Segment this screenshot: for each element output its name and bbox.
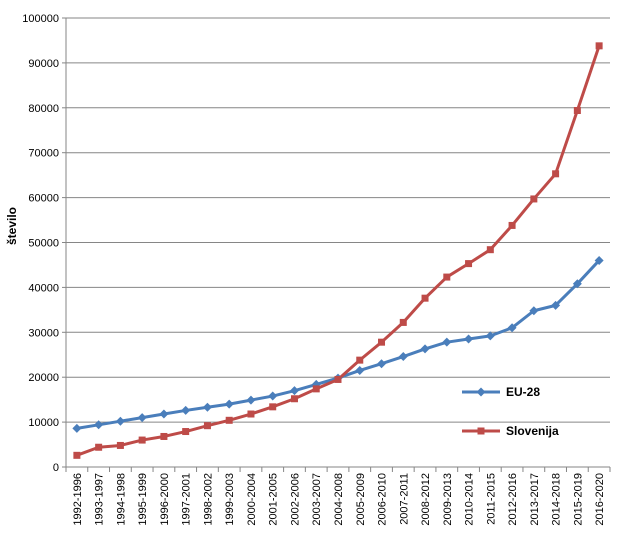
data-point — [378, 338, 386, 346]
data-point — [269, 403, 277, 411]
data-point — [442, 337, 452, 347]
data-point — [116, 441, 124, 449]
x-tick-label: 2005-2009 — [355, 473, 367, 526]
y-tick-label: 0 — [53, 462, 59, 474]
y-tick-label: 70000 — [28, 148, 59, 160]
data-point — [529, 306, 539, 316]
data-point — [225, 416, 233, 424]
series-line-eu-28 — [76, 259, 601, 430]
data-point — [377, 359, 387, 369]
data-point — [420, 344, 430, 354]
y-tick-labels: 0 10000 20000 30000 40000 50000 60000 70000 8000… — [22, 13, 66, 474]
data-point — [355, 365, 365, 375]
data-point — [399, 318, 407, 326]
x-tick-labels: 1992-1996 1993-1997 1994-1998 1995-1999 1996… — [65, 467, 611, 526]
y-tick-label: 10000 — [28, 417, 59, 429]
data-point — [594, 255, 604, 265]
data-point — [312, 385, 320, 393]
x-tick-label: 2003-2007 — [311, 473, 323, 526]
data-point — [552, 170, 560, 178]
data-point — [268, 391, 278, 401]
data-point — [443, 273, 451, 281]
data-point — [72, 423, 82, 433]
x-tick-label: 2004-2008 — [333, 473, 345, 526]
data-point — [247, 410, 255, 418]
x-tick-label: 2006-2010 — [377, 473, 389, 526]
data-point — [182, 428, 190, 436]
y-axis-title: število — [5, 207, 19, 245]
data-point — [334, 375, 342, 383]
y-tick-label: 80000 — [28, 103, 59, 115]
x-tick-label: 1994-1998 — [115, 473, 127, 526]
data-point — [224, 399, 234, 409]
x-tick-label: 2011-2015 — [485, 473, 497, 525]
data-point — [573, 106, 581, 114]
data-point — [138, 436, 146, 444]
x-tick-label: 1997-2001 — [181, 473, 193, 526]
x-tick-label: 1992-1996 — [72, 473, 84, 526]
legend-label: EU-28 — [506, 385, 540, 399]
data-point — [421, 294, 429, 302]
y-tick-label: 100000 — [22, 13, 59, 25]
data-point — [159, 409, 169, 419]
data-point — [115, 416, 125, 426]
x-tick-label: 2007-2011 — [398, 473, 410, 525]
data-point — [507, 323, 517, 333]
x-tick-label: 2015-2019 — [572, 473, 584, 526]
x-tick-label: 1995-1999 — [137, 473, 149, 526]
data-point — [485, 331, 495, 341]
data-point — [398, 352, 408, 362]
x-tick-label: 2014-2018 — [551, 473, 563, 526]
data-point — [137, 413, 147, 423]
data-point — [203, 422, 211, 430]
y-tick-label: 40000 — [28, 282, 59, 294]
data-point — [160, 432, 168, 440]
legend: EU-28 Slovenija — [462, 385, 559, 438]
legend-label: Slovenija — [506, 424, 559, 438]
legend-marker — [477, 427, 485, 435]
x-tick-label: 2001-2005 — [268, 473, 280, 526]
x-tick-label: 1999-2003 — [224, 473, 236, 526]
x-tick-label: 1993-1997 — [94, 473, 106, 526]
y-tick-label: 20000 — [28, 372, 59, 384]
data-point — [73, 451, 81, 459]
x-tick-label: 2002-2006 — [289, 473, 301, 526]
legend-marker — [476, 387, 486, 397]
y-tick-label: 90000 — [28, 58, 59, 70]
data-point — [465, 260, 473, 268]
x-tick-label: 2009-2013 — [442, 473, 454, 526]
data-point — [595, 42, 603, 50]
data-point — [551, 300, 561, 310]
data-point — [356, 356, 364, 364]
data-point — [95, 443, 103, 451]
x-tick-label: 2010-2014 — [464, 473, 476, 526]
data-point — [289, 386, 299, 396]
data-point — [486, 246, 494, 254]
data-point — [530, 195, 538, 203]
y-tick-label: 50000 — [28, 238, 59, 250]
x-tick-label: 2000-2004 — [246, 473, 258, 526]
x-tick-label: 1998-2002 — [202, 473, 214, 526]
data-point — [246, 395, 256, 405]
x-tick-label: 2016-2020 — [594, 473, 606, 526]
x-tick-label: 2008-2012 — [420, 473, 432, 526]
data-point — [202, 402, 212, 412]
data-point — [290, 395, 298, 403]
data-point — [572, 279, 582, 289]
x-tick-label: 2013-2017 — [529, 473, 541, 526]
y-tick-label: 60000 — [28, 193, 59, 205]
data-point — [181, 405, 191, 415]
data-point — [508, 221, 516, 229]
x-tick-label: 1996-2000 — [159, 473, 171, 526]
data-point — [464, 334, 474, 344]
gridlines — [66, 17, 610, 423]
y-tick-label: 30000 — [28, 327, 59, 339]
x-tick-label: 2012-2016 — [507, 473, 519, 526]
data-point — [94, 420, 104, 430]
series-markers — [72, 42, 604, 459]
